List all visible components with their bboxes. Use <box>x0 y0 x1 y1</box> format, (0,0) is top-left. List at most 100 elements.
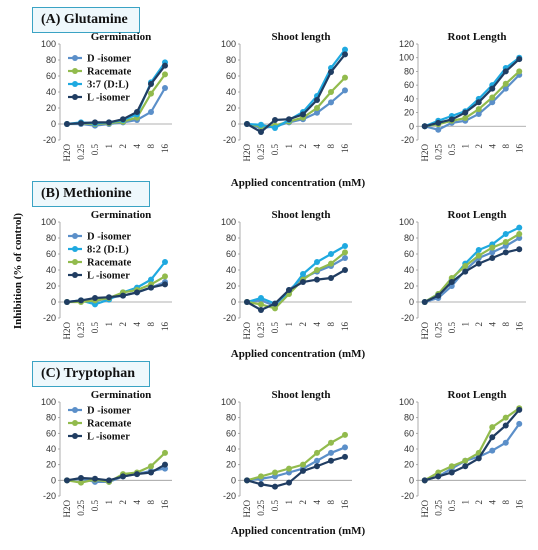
chart-title: Germination <box>91 31 152 43</box>
y-tick-label: 40 <box>226 444 236 454</box>
x-tick-label: 0.25 <box>256 500 266 516</box>
data-point <box>64 477 70 484</box>
x-tick-label: 4 <box>132 144 142 149</box>
data-point <box>475 260 482 267</box>
data-point <box>258 129 264 135</box>
data-point <box>516 224 523 231</box>
data-point <box>421 477 428 484</box>
data-point <box>502 80 509 87</box>
data-point <box>300 467 306 474</box>
x-tick-label: 8 <box>501 322 511 327</box>
data-point <box>162 85 168 91</box>
y-tick-label: 20 <box>46 460 56 470</box>
data-point <box>462 263 469 269</box>
x-tick-label: 0.5 <box>447 322 457 334</box>
y-tick-label: 100 <box>221 217 236 227</box>
data-point <box>162 449 168 456</box>
x-tick-label: 16 <box>160 500 170 510</box>
data-point <box>300 279 306 285</box>
legend-swatch-marker <box>72 233 78 239</box>
data-point <box>328 89 334 95</box>
data-point <box>162 259 168 265</box>
data-point <box>272 305 278 312</box>
y-tick-label: 20 <box>404 460 414 470</box>
data-point <box>162 461 168 468</box>
data-point <box>148 469 154 476</box>
x-tick-label: 0.5 <box>90 144 100 156</box>
y-tick-label: 100 <box>399 217 414 227</box>
chart-7: Shoot length -20 0 20 40 60 80 100 H2O 0.25 0.5 1 2 4… <box>221 389 352 518</box>
series-line <box>246 53 346 134</box>
y-tick-label: 80 <box>226 413 236 423</box>
data-point <box>342 267 348 273</box>
data-point <box>435 292 442 299</box>
data-point <box>258 295 264 301</box>
data-point <box>502 422 509 429</box>
x-tick-label: 0.5 <box>270 322 280 334</box>
chart-title: Shoot length <box>272 209 331 221</box>
y-tick-label: 60 <box>226 71 236 81</box>
panel-label-methionine: (B) Methionine <box>32 181 150 207</box>
data-point <box>64 299 70 305</box>
x-tick-label: 4 <box>487 144 497 149</box>
y-tick-label: 100 <box>41 217 56 227</box>
panel-label-glutamine: (A) Glutamine <box>32 7 140 33</box>
y-tick-label: 120 <box>399 39 414 49</box>
x-tick-label: 2 <box>474 144 484 149</box>
x-tick-label: 1 <box>460 322 470 327</box>
y-tick-label: -20 <box>401 313 414 323</box>
data-point <box>489 447 496 454</box>
x-tick-label: 0.5 <box>270 144 280 156</box>
data-point <box>78 479 84 486</box>
data-point <box>162 62 168 69</box>
data-point <box>502 439 509 446</box>
data-point <box>475 106 482 113</box>
data-point <box>286 287 292 293</box>
x-tick-label: 4 <box>487 322 497 327</box>
x-tick-label: 2 <box>118 144 128 149</box>
data-point <box>502 414 509 421</box>
data-point <box>448 463 455 470</box>
data-point <box>120 473 126 480</box>
data-point <box>328 260 334 267</box>
legend-swatch-marker <box>72 68 78 74</box>
data-point <box>516 420 523 427</box>
chart-title: Germination <box>91 209 152 221</box>
y-tick-label: 60 <box>46 249 56 259</box>
y-tick-label: 0 <box>409 121 414 131</box>
data-point <box>258 307 264 313</box>
x-tick-label: 1 <box>284 144 294 149</box>
x-tick-label: H2O <box>420 500 430 518</box>
y-tick-label: 40 <box>404 265 414 275</box>
data-point <box>489 424 496 431</box>
data-point <box>300 271 306 277</box>
data-point <box>448 279 455 285</box>
data-point <box>314 267 320 273</box>
data-point <box>328 251 334 257</box>
y-tick-label: -20 <box>223 135 236 145</box>
data-point <box>64 121 70 127</box>
data-point <box>328 99 334 106</box>
data-point <box>462 268 469 275</box>
data-point <box>328 69 334 75</box>
data-point <box>502 68 509 75</box>
x-tick-label: 0.25 <box>433 500 443 516</box>
y-tick-label: 20 <box>46 281 56 291</box>
data-point <box>134 289 140 296</box>
data-point <box>342 444 348 451</box>
y-tick-label: 100 <box>221 39 236 49</box>
x-tick-label: 16 <box>340 144 350 154</box>
y-tick-label: 0 <box>231 297 236 307</box>
data-point <box>342 74 348 81</box>
chart-6: Germination -20 0 20 40 60 80 100 H2O 0.25 0.5 1 2 4 8… <box>41 389 172 518</box>
x-tick-label: 1 <box>284 322 294 327</box>
data-point <box>106 477 112 484</box>
x-tick-label: 16 <box>514 144 524 154</box>
panel-label-tryptophan: (C) Tryptophan <box>32 361 150 387</box>
y-tick-label: 60 <box>404 80 414 90</box>
x-tick-label: 1 <box>284 500 294 505</box>
data-point <box>106 119 112 126</box>
x-tick-label: 2 <box>118 322 128 327</box>
data-point <box>286 465 292 472</box>
